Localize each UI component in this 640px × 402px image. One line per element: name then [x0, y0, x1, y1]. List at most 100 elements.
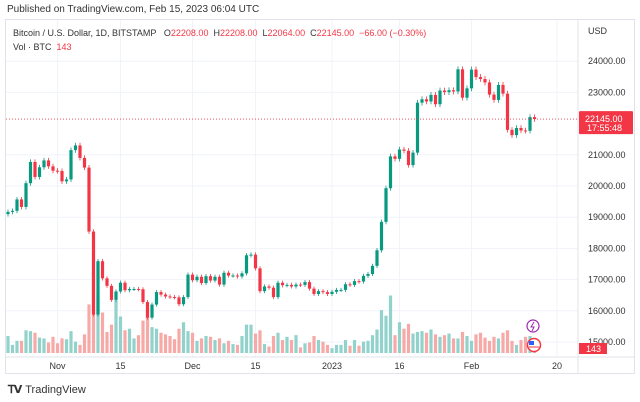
candle-body	[303, 282, 307, 285]
candle-body	[55, 170, 60, 172]
volume-bar	[96, 294, 100, 353]
volume-bar	[262, 344, 267, 353]
x-tick-label: 16	[394, 361, 404, 371]
volume-bar	[267, 346, 271, 353]
volume-bar	[217, 338, 222, 353]
candle-body	[411, 152, 415, 166]
high-value: 22208.00	[219, 28, 258, 38]
candle-body	[73, 145, 78, 151]
candle-body	[285, 284, 289, 286]
candle-body	[393, 156, 397, 159]
candle-body	[352, 281, 357, 285]
volume-bar	[154, 328, 159, 353]
volume-bar	[321, 341, 325, 353]
candle-body	[195, 276, 199, 281]
candle-body	[532, 117, 537, 120]
candle-body	[357, 281, 361, 283]
close-label: C	[310, 28, 317, 38]
x-tick-label: 15	[250, 361, 260, 371]
volume-bar	[249, 324, 253, 353]
volume-bar	[465, 335, 469, 353]
candle-body	[483, 78, 487, 83]
volume-bar	[177, 328, 181, 353]
tradingview-logo-icon[interactable]: ꓔ𝗩	[8, 384, 22, 396]
candle-body	[132, 288, 136, 290]
chart-frame[interactable]	[5, 19, 635, 374]
volume-bar	[348, 345, 352, 353]
candle-body	[64, 179, 69, 182]
volume-bar	[496, 338, 501, 353]
candle-body	[370, 265, 375, 274]
candle-body	[60, 171, 64, 182]
candle-body	[514, 127, 519, 136]
x-tick-label: Feb	[464, 361, 480, 371]
candle-body	[316, 291, 321, 294]
candle-body	[100, 261, 105, 279]
candle-body	[433, 94, 438, 105]
volume-bar	[82, 334, 87, 353]
symbol-name[interactable]: Bitcoin / U.S. Dollar, 1D, BITSTAMP	[13, 28, 157, 38]
candle-body	[519, 127, 523, 131]
candle-body	[438, 90, 442, 105]
close-value: 22145.00	[316, 28, 355, 38]
volume-bar	[141, 320, 145, 353]
volume-bar	[226, 340, 231, 353]
volume-bar	[195, 340, 199, 353]
y-tick-label: 19000.00	[588, 212, 626, 222]
candle-body	[397, 149, 402, 159]
volume-badge-text: 143	[586, 344, 601, 354]
candle-body	[343, 284, 348, 290]
volume-bar	[55, 343, 60, 353]
candle-body	[330, 291, 334, 294]
volume-bar	[105, 331, 109, 353]
volume-bar	[127, 328, 132, 353]
candle-body	[510, 129, 514, 136]
volume-bar	[60, 338, 64, 353]
candle-body	[217, 276, 222, 285]
volume-bar	[325, 344, 330, 353]
volume-bar	[78, 344, 82, 353]
volume-bar	[33, 332, 37, 353]
x-tick-label: 15	[115, 361, 125, 371]
brand-name[interactable]: TradingView	[25, 383, 86, 396]
volume-bar	[213, 340, 217, 353]
volume-bar	[285, 336, 289, 353]
candle-body	[402, 149, 406, 151]
candle-body	[222, 272, 226, 285]
volume-bar	[150, 327, 154, 353]
candle-body	[96, 261, 100, 315]
volume-bar	[15, 340, 19, 353]
volume-bar	[159, 332, 163, 353]
candle-body	[492, 94, 496, 100]
candle-body	[109, 285, 114, 300]
volume-bar	[523, 336, 528, 353]
volume-bar	[438, 336, 442, 353]
candle-body	[204, 276, 208, 284]
candle-body	[325, 292, 330, 294]
volume-bar	[532, 351, 537, 353]
ohlc-line: Bitcoin / U.S. Dollar, 1D, BITSTAMP O222…	[13, 26, 426, 40]
x-tick-label: 2023	[322, 361, 342, 371]
volume-bar	[411, 333, 415, 353]
volume-bar	[258, 330, 262, 353]
candle-body	[150, 304, 154, 318]
volume-bar	[330, 348, 334, 353]
volume-bar	[37, 337, 42, 353]
candle-body	[91, 231, 96, 315]
volume-bar	[456, 338, 460, 353]
volume-bar	[118, 316, 123, 353]
footer: ꓔ𝗩 TradingView	[8, 383, 86, 397]
volume-bar	[388, 295, 393, 353]
volume-bar	[505, 330, 510, 353]
candle-body	[37, 167, 42, 177]
candle-body	[321, 291, 325, 293]
volume-bar	[447, 333, 451, 353]
volume-bar	[442, 335, 447, 353]
candle-body	[366, 273, 370, 276]
volume-bar	[487, 340, 492, 353]
x-tick-label: Nov	[49, 361, 66, 371]
volume-badge	[579, 343, 607, 354]
lightning-event-icon[interactable]	[526, 319, 540, 333]
candle-body	[10, 210, 15, 212]
